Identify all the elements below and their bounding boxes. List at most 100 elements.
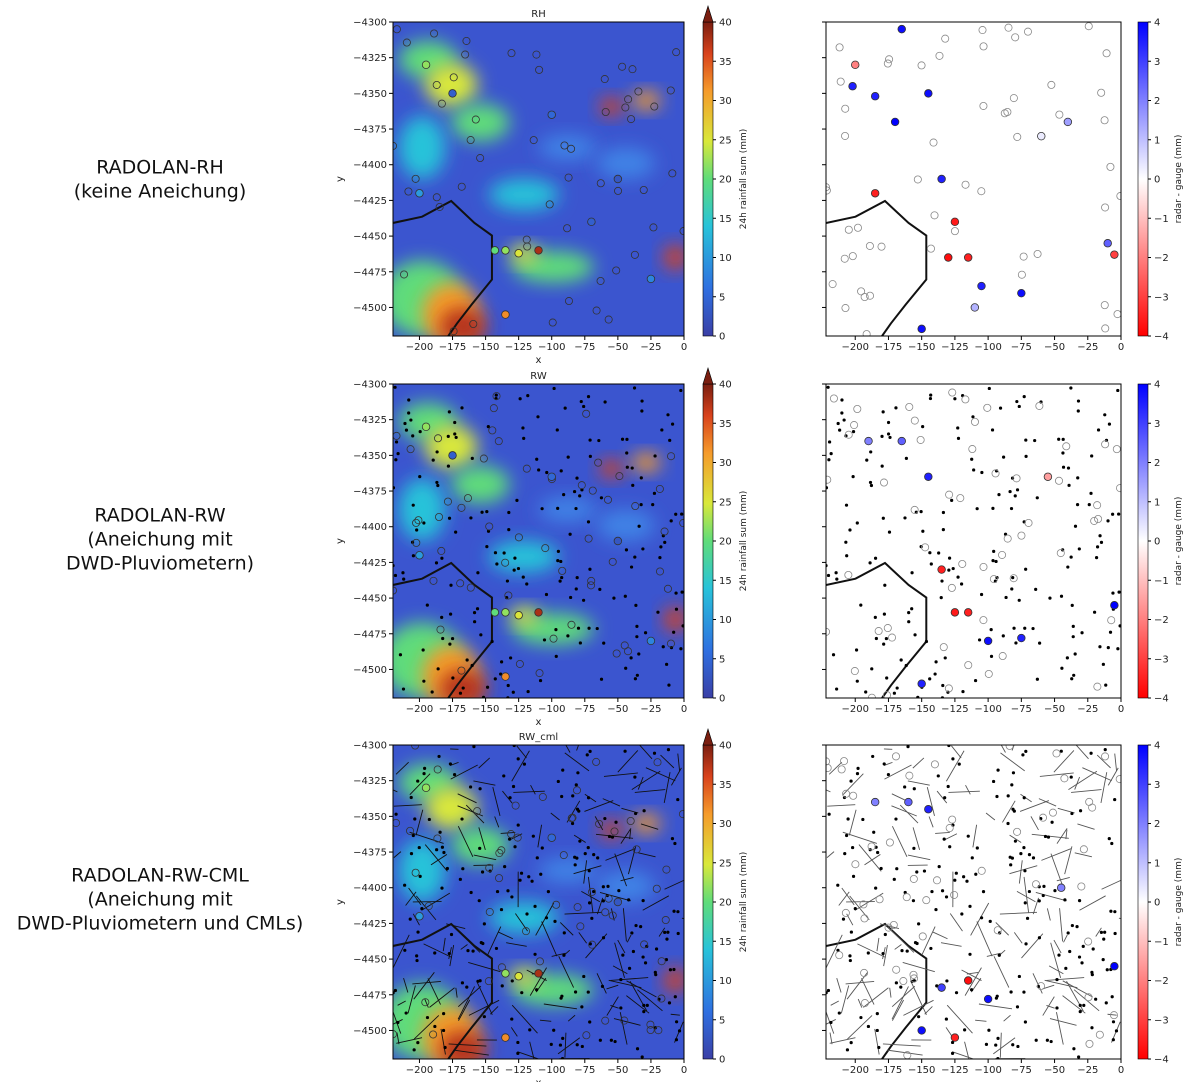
gauge-dot bbox=[481, 870, 484, 873]
y-tick-label: −4350 bbox=[353, 451, 387, 462]
colorbar-extend bbox=[703, 368, 713, 384]
y-tick-label: −4400 bbox=[353, 160, 387, 171]
y-tick-label: −4325 bbox=[353, 53, 387, 64]
gauge-dot bbox=[849, 959, 852, 962]
x-tick-label: −75 bbox=[574, 704, 595, 715]
gauge-dot bbox=[1112, 1020, 1115, 1023]
gauge-dot bbox=[1089, 752, 1092, 755]
station-point bbox=[422, 784, 430, 792]
gauge-dot bbox=[559, 560, 562, 563]
gauge-dot bbox=[522, 576, 525, 579]
colorbar-tick-label: 5 bbox=[719, 1015, 725, 1026]
x-tick-label: −75 bbox=[574, 1065, 595, 1076]
gauge-dot bbox=[441, 846, 444, 849]
gauge-dot bbox=[955, 991, 958, 994]
gauge-dot bbox=[1010, 587, 1013, 590]
colorbar-tick-label: 4 bbox=[1154, 380, 1160, 391]
gauge-dot bbox=[1109, 910, 1112, 913]
plot-area bbox=[801, 734, 1156, 1064]
gauge-dot bbox=[950, 499, 953, 502]
gauge-dot bbox=[989, 920, 992, 923]
gauge-dot bbox=[850, 930, 853, 933]
x-tick-label: −150 bbox=[472, 342, 499, 353]
gauge-dot bbox=[674, 513, 677, 516]
gauge-dot bbox=[956, 426, 959, 429]
gauge-dot bbox=[941, 684, 944, 687]
station-point bbox=[1111, 601, 1119, 609]
gauge-dot bbox=[837, 422, 840, 425]
gauge-dot bbox=[998, 954, 1001, 957]
colorbar-tick-label: 40 bbox=[719, 380, 732, 391]
gauge-dot bbox=[1012, 771, 1015, 774]
colorbar-tick-label: 0 bbox=[1154, 898, 1160, 909]
station-point bbox=[871, 92, 879, 100]
gauge-dot bbox=[1050, 821, 1053, 824]
gauge-dot bbox=[535, 988, 538, 991]
gauge-dot bbox=[1116, 647, 1119, 650]
gauge-dot bbox=[978, 638, 981, 641]
gauge-dot bbox=[945, 895, 948, 898]
gauge-dot bbox=[407, 411, 410, 414]
gauge-dot bbox=[1090, 971, 1093, 974]
gauge-dot bbox=[646, 1004, 649, 1007]
y-label: y bbox=[335, 176, 346, 182]
gauge-dot bbox=[666, 413, 669, 416]
gauge-dot bbox=[496, 890, 499, 893]
gauge-dot bbox=[448, 643, 451, 646]
gauge-dot bbox=[450, 933, 453, 936]
plot-area bbox=[381, 384, 687, 707]
gauge-dot bbox=[974, 873, 977, 876]
gauge-dot bbox=[1098, 534, 1101, 537]
colorbar-extend bbox=[703, 6, 713, 22]
raster-blob bbox=[600, 97, 623, 116]
gauge-dot bbox=[634, 812, 637, 815]
x-tick-label: −100 bbox=[974, 1065, 1001, 1076]
gauge-dot bbox=[603, 817, 606, 820]
gauge-dot bbox=[874, 616, 877, 619]
gauge-dot bbox=[849, 779, 852, 782]
gauge-dot bbox=[1019, 852, 1022, 855]
gauge-dot bbox=[842, 918, 845, 921]
gauge-dot bbox=[1023, 627, 1026, 630]
gauge-dot bbox=[1102, 958, 1105, 961]
gauge-dot bbox=[1004, 596, 1007, 599]
raster-blob bbox=[399, 116, 446, 179]
gauge-dot bbox=[830, 452, 833, 455]
station-point bbox=[944, 254, 952, 262]
gauge-dot bbox=[982, 890, 985, 893]
gauge-dot bbox=[1079, 1010, 1082, 1013]
colorbar-tick-label: 25 bbox=[719, 135, 732, 146]
gauge-dot bbox=[560, 995, 563, 998]
gauge-dot bbox=[662, 645, 665, 648]
gauge-dot bbox=[612, 597, 615, 600]
x-tick-label: −75 bbox=[574, 342, 595, 353]
gauge-dot bbox=[422, 772, 425, 775]
gauge-dot bbox=[940, 579, 943, 582]
gauge-dot bbox=[587, 796, 590, 799]
gauge-dot bbox=[1106, 968, 1109, 971]
gauge-dot bbox=[881, 464, 884, 467]
gauge-dot bbox=[1069, 386, 1072, 389]
gauge-dot bbox=[395, 440, 398, 443]
station-point bbox=[614, 175, 622, 183]
gauge-dot bbox=[567, 456, 570, 459]
gauge-dot bbox=[436, 484, 439, 487]
station-point bbox=[918, 1027, 926, 1035]
gauge-dot bbox=[856, 767, 859, 770]
gauge-dot bbox=[675, 1020, 678, 1023]
gauge-dot bbox=[545, 916, 548, 919]
gauge-dot bbox=[991, 428, 994, 431]
colorbar-label: 24h rainfall sum (mm) bbox=[739, 491, 749, 592]
gauge-dot bbox=[435, 848, 438, 851]
y-tick-label: −4500 bbox=[353, 303, 387, 314]
colorbar-label: 24h rainfall sum (mm) bbox=[739, 852, 749, 953]
gauge-dot bbox=[1009, 990, 1012, 993]
colorbar-tick-label: 4 bbox=[1154, 18, 1160, 29]
gauge-dot bbox=[1063, 898, 1066, 901]
plot-area bbox=[822, 22, 1124, 338]
gauge-dot bbox=[602, 885, 605, 888]
gauge-dot bbox=[586, 753, 589, 756]
gauge-dot bbox=[566, 634, 569, 637]
gauge-dot bbox=[923, 869, 926, 872]
gauge-dot bbox=[541, 846, 544, 849]
